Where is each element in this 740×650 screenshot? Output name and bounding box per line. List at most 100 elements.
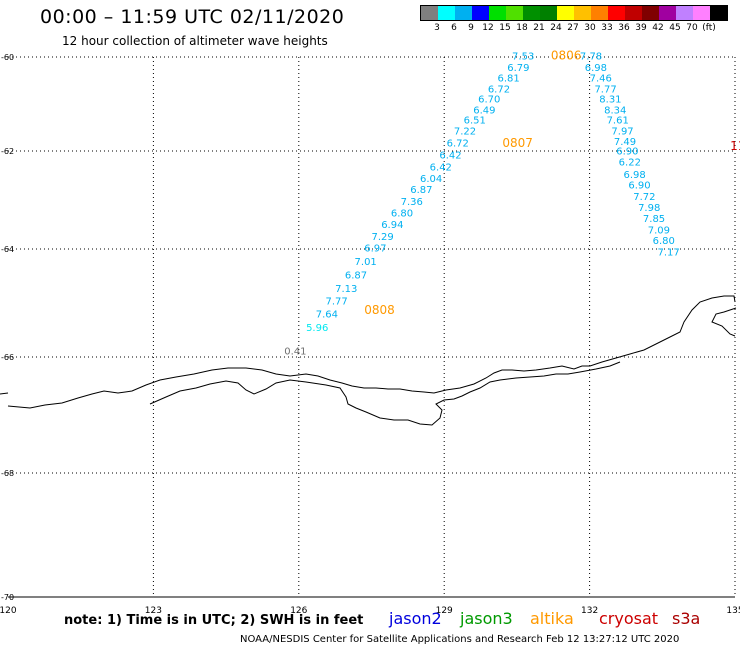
- latitude-tick-label: -62: [1, 147, 14, 156]
- longitude-tick-label: 129: [436, 606, 453, 616]
- coastline-bay: [149, 361, 621, 426]
- map-title: 00:00 – 11:59 UTC 02/11/2020: [40, 6, 345, 28]
- legend-swatch: [438, 6, 455, 20]
- map-subtitle: 12 hour collection of altimeter wave hei…: [62, 34, 328, 48]
- wave-height-labels: 7.53 7.786.796.816.726.706.496.517.226.72…: [284, 51, 679, 357]
- wave-height-value: 6.87: [410, 185, 432, 196]
- wave-height-value: 7.17: [657, 247, 679, 258]
- legend-swatch: [591, 6, 608, 20]
- coastline-west: [0, 392, 9, 395]
- wave-height-value: 7.77: [594, 84, 616, 95]
- wave-height-value: 6.81: [498, 73, 520, 84]
- color-legend: 3 6 9 12 15 18 21 24 27 30 33 36 39 42 45 70 (ft): [420, 5, 728, 33]
- wave-height-value: 6.98: [585, 63, 607, 74]
- wave-height-value: 6.72: [447, 138, 469, 149]
- coastline-headland: [711, 307, 737, 337]
- legend-swatch: [574, 6, 591, 20]
- legend-label: 45: [669, 23, 681, 33]
- satellite-jason3: jason3: [460, 609, 513, 628]
- longitude-tick-label: 123: [145, 606, 162, 616]
- legend-swatch: [455, 6, 472, 20]
- wave-height-value: 6.87: [345, 271, 367, 282]
- legend-label: 39: [635, 23, 647, 33]
- wave-height-value: 6.42: [430, 163, 452, 174]
- latitude-tick-label: -70: [1, 593, 14, 602]
- wave-height-value: 6.94: [381, 220, 403, 231]
- wave-height-value: 7.78: [580, 51, 602, 62]
- longitude-tick-label: 135: [726, 606, 740, 616]
- legend-label: 15: [499, 23, 511, 33]
- wave-height-value: 7.61: [607, 116, 629, 127]
- units-note: note: 1) Time is in UTC; 2) SWH is in fe…: [64, 613, 364, 628]
- track-time-label: 110: [730, 139, 740, 153]
- wave-height-value: 8.31: [599, 95, 621, 106]
- coastline-mainland: [7, 295, 736, 409]
- legend-swatch: [506, 6, 523, 20]
- satellite-altika: altika: [530, 609, 574, 628]
- altimeter-track-labels: 0806 0807 0808 110: [364, 48, 740, 316]
- wave-height-value: 7.22: [454, 127, 476, 138]
- legend-swatch: [523, 6, 540, 20]
- wave-height-value: 7.85: [643, 214, 665, 225]
- legend-label: 9: [468, 23, 474, 33]
- legend-label: 18: [516, 23, 528, 33]
- wave-height-value: 7.77: [325, 297, 347, 308]
- latitude-tick-label: -66: [1, 353, 14, 362]
- legend-label: 70: [686, 23, 698, 33]
- legend-swatch: [540, 6, 557, 20]
- wave-height-value: 6.70: [478, 95, 500, 106]
- wave-height-value: 7.13: [335, 284, 357, 295]
- legend-swatch: [625, 6, 642, 20]
- wave-height-value: 7.29: [372, 232, 394, 243]
- legend-label: 30: [584, 23, 596, 33]
- wave-height-value: 6.90: [628, 181, 650, 192]
- wave-height-value: 7.98: [638, 203, 660, 214]
- longitude-tick-label: 126: [290, 606, 307, 616]
- coastline: [0, 295, 737, 426]
- satellite-cryosat: cryosat: [599, 609, 659, 628]
- legend-label: 24: [550, 23, 562, 33]
- legend-swatch: [472, 6, 489, 20]
- legend-swatch: [608, 6, 625, 20]
- legend-label: 36: [618, 23, 630, 33]
- satellite-s3a: s3a: [672, 609, 701, 628]
- wave-height-value: 7.97: [611, 127, 633, 138]
- legend-swatch: [421, 6, 438, 20]
- wave-height-value: 7.46: [590, 73, 612, 84]
- wave-height-value: 6.22: [619, 158, 641, 169]
- axis-tick-labels: 120 123 126 129 132 135 -60 -62 -64 -66 -68 -70: [0, 53, 740, 616]
- wave-height-value: 6.04: [420, 174, 442, 185]
- legend-label: 12: [482, 23, 494, 33]
- legend-swatch: [659, 6, 676, 20]
- legend-label: 21: [533, 23, 545, 33]
- legend-swatch: [693, 6, 710, 20]
- latitude-tick-label: -64: [1, 245, 14, 254]
- wave-height-value: 7.49: [614, 137, 636, 148]
- legend-label: 3: [434, 23, 440, 33]
- longitude-tick-label: 132: [581, 606, 598, 616]
- track-time-label: 0806: [551, 48, 582, 62]
- legend-swatch: [557, 6, 574, 20]
- wave-height-value: 7.53: [512, 51, 534, 62]
- wave-height-value: 6.51: [464, 116, 486, 127]
- wave-height-value: 0.41: [284, 346, 306, 357]
- wave-height-value: 6.79: [507, 63, 529, 74]
- wave-height-value: 8.34: [604, 105, 626, 116]
- wave-height-value: 7.72: [633, 192, 655, 203]
- wave-height-value: 7.09: [648, 225, 670, 236]
- wave-height-value: 6.97: [364, 244, 386, 255]
- latitude-tick-label: -60: [1, 53, 14, 62]
- wave-height-value: 5.96: [306, 323, 328, 334]
- legend-label: 27: [567, 23, 579, 33]
- color-legend-bar: [420, 5, 728, 21]
- color-legend-labels: 3 6 9 12 15 18 21 24 27 30 33 36 39 42 45 70 (ft): [420, 21, 728, 33]
- latitude-tick-label: -68: [1, 469, 14, 478]
- legend-swatch: [642, 6, 659, 20]
- wave-height-value: 7.01: [355, 257, 377, 268]
- wave-height-value: 6.90: [616, 146, 638, 157]
- wave-height-value: 7.64: [316, 310, 338, 321]
- wave-height-value: 6.72: [488, 84, 510, 95]
- legend-swatch: [676, 6, 693, 20]
- legend-label: 42: [652, 23, 664, 33]
- track-time-label: 0807: [502, 136, 533, 150]
